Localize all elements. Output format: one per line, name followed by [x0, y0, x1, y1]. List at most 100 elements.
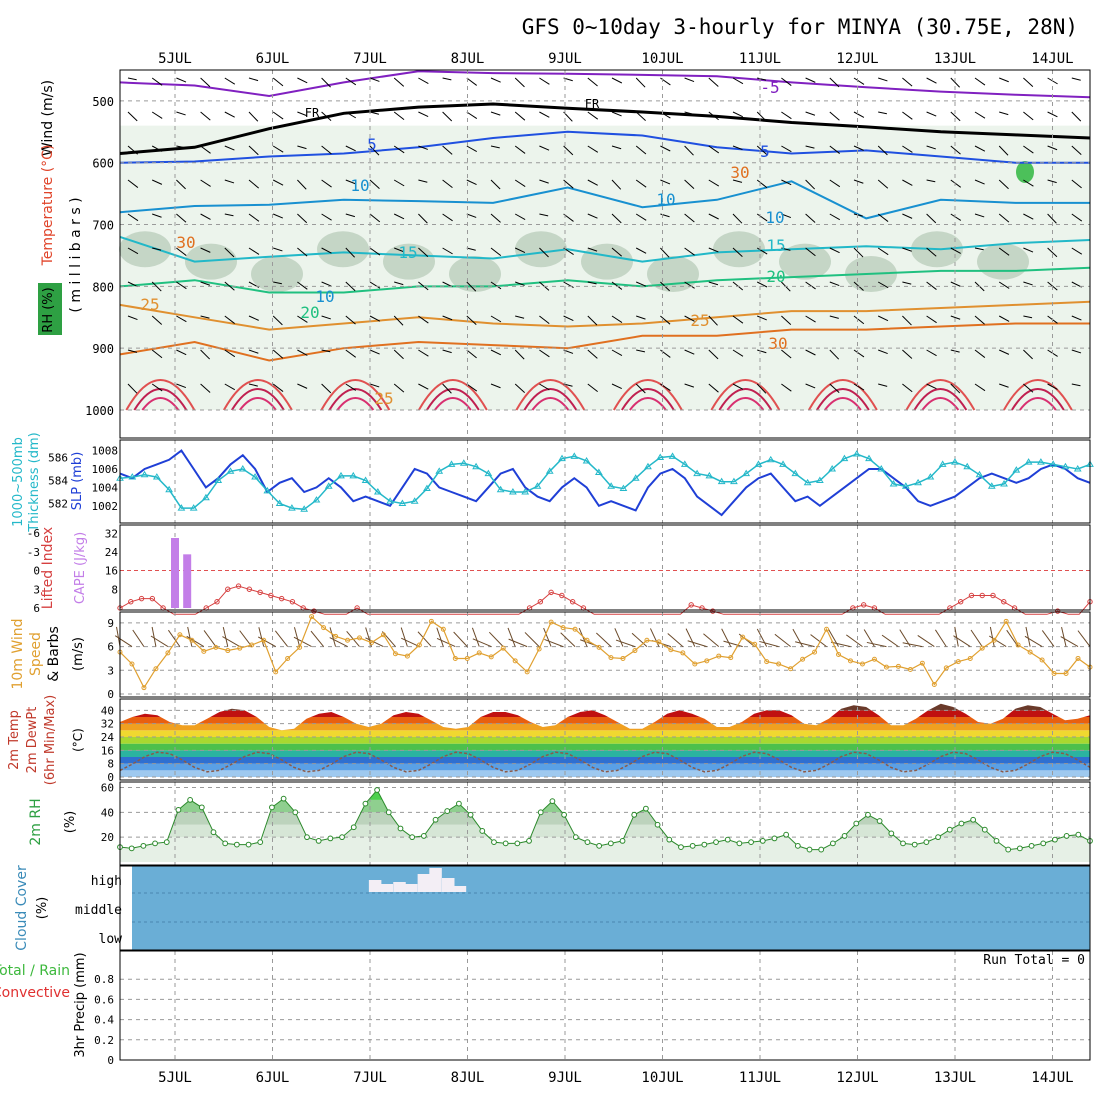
high-cloud-block — [429, 868, 442, 892]
wind-barb — [1023, 111, 1034, 121]
rh2m-axis-label: 2m RH — [28, 798, 44, 845]
wind-barb — [635, 145, 647, 155]
wind-barb — [1023, 383, 1034, 393]
wind-barb — [176, 145, 186, 149]
wind-barb — [248, 179, 260, 189]
wind-barb — [151, 77, 163, 86]
thickness-tick: 582 — [48, 498, 68, 511]
pressure-tick: 800 — [92, 280, 114, 294]
wind-barb — [781, 247, 791, 251]
li-marker — [311, 608, 317, 614]
pressure-tick: 900 — [92, 342, 114, 356]
wind-barb — [200, 213, 211, 220]
wind-barb — [635, 111, 646, 122]
wind-barb-10m — [596, 632, 612, 647]
wind-barb — [200, 383, 211, 393]
wind-barb-10m — [685, 628, 696, 647]
rh-marker — [128, 845, 135, 852]
temp-band — [120, 737, 1090, 744]
thickness-marker — [128, 473, 137, 480]
wind-barb-10m — [508, 638, 528, 648]
rh-marker — [607, 840, 614, 847]
wind-barb — [514, 383, 525, 393]
wind-barb-10m — [667, 633, 684, 647]
thickness-marker — [435, 467, 444, 474]
wind-barb — [563, 315, 574, 321]
thickness-marker — [594, 468, 603, 475]
li-marker — [235, 583, 242, 589]
thickness-marker — [951, 458, 959, 465]
rh-shading-cell — [251, 256, 303, 292]
thickness-marker — [693, 469, 701, 477]
wind-barb — [297, 77, 308, 84]
rh-marker — [1028, 842, 1035, 849]
top-date-label: 11JUL — [739, 51, 781, 67]
wind-barb — [272, 77, 284, 87]
isotherm-loop — [613, 379, 683, 411]
wind-barb — [200, 349, 211, 360]
wind-barb — [466, 213, 477, 218]
thickness-marker — [889, 479, 898, 487]
wind-barb — [369, 281, 381, 289]
wind-barb — [999, 111, 1009, 116]
contour-label: 30 — [768, 334, 787, 353]
wind-barb-10m — [132, 629, 145, 647]
wind-speed-marker — [596, 644, 602, 650]
rh-shading-cell — [581, 243, 633, 280]
rh-marker — [981, 826, 988, 833]
rh-marker — [140, 842, 147, 849]
wind-speed-marker — [788, 666, 794, 672]
wind-speed-marker — [656, 639, 662, 645]
wind-barb — [224, 315, 235, 324]
wind-barb — [974, 315, 985, 325]
wind-barb — [393, 349, 404, 360]
wind-speed-marker — [249, 642, 255, 648]
precip-total-label: Total / Rain — [0, 963, 70, 979]
wind-barb — [418, 315, 429, 324]
pressure-axis-label: ( m i l l i b a r s ) — [68, 197, 84, 312]
rh-marker — [794, 842, 801, 849]
wind-barb — [1071, 315, 1082, 321]
wind-barb — [539, 213, 549, 217]
rh-tick: 40 — [101, 806, 114, 819]
wind-speed-marker — [285, 655, 291, 661]
isotherm-loop — [125, 379, 196, 411]
wind-barb — [805, 77, 816, 83]
thickness-marker — [361, 476, 370, 483]
thickness-marker — [754, 460, 763, 467]
li-tick: 0 — [33, 565, 40, 578]
pressure-tick: 1000 — [85, 404, 114, 418]
rh2m-unit-label: (%) — [63, 811, 78, 834]
thickness-marker — [152, 473, 161, 480]
wind-barb — [418, 383, 429, 390]
wind-speed-marker — [368, 640, 374, 646]
wind-axis-label: Wind (m/s) — [40, 80, 56, 156]
wind-barb — [176, 247, 187, 256]
wind-speed-line — [119, 615, 1091, 689]
wind-barb — [853, 213, 863, 217]
wind-barb — [587, 281, 597, 285]
wind-barb — [926, 383, 937, 390]
temp-band — [120, 710, 1090, 717]
rh-marker — [269, 804, 275, 811]
thickness-tick: 584 — [48, 475, 68, 488]
wind-barb — [539, 315, 550, 325]
wind-barb — [393, 77, 405, 87]
rh-marker — [829, 840, 836, 847]
rh-marker — [853, 820, 860, 827]
wind-barb — [636, 315, 646, 320]
bottom-date-label: 11JUL — [739, 1070, 781, 1086]
cape-bar — [183, 554, 192, 608]
wind-barb — [539, 111, 550, 118]
wind-barb-10m — [150, 635, 169, 648]
wind-barb — [393, 383, 405, 393]
cloud-level-high: high — [91, 874, 122, 889]
li-marker — [710, 608, 716, 614]
wind-barb-10m — [471, 627, 480, 647]
wind-barb — [902, 383, 913, 393]
wind-speed-marker — [800, 656, 806, 662]
bottom-date-label: 6JUL — [256, 1070, 290, 1086]
contour-label: 15 — [398, 243, 417, 262]
thickness-marker — [901, 482, 910, 489]
